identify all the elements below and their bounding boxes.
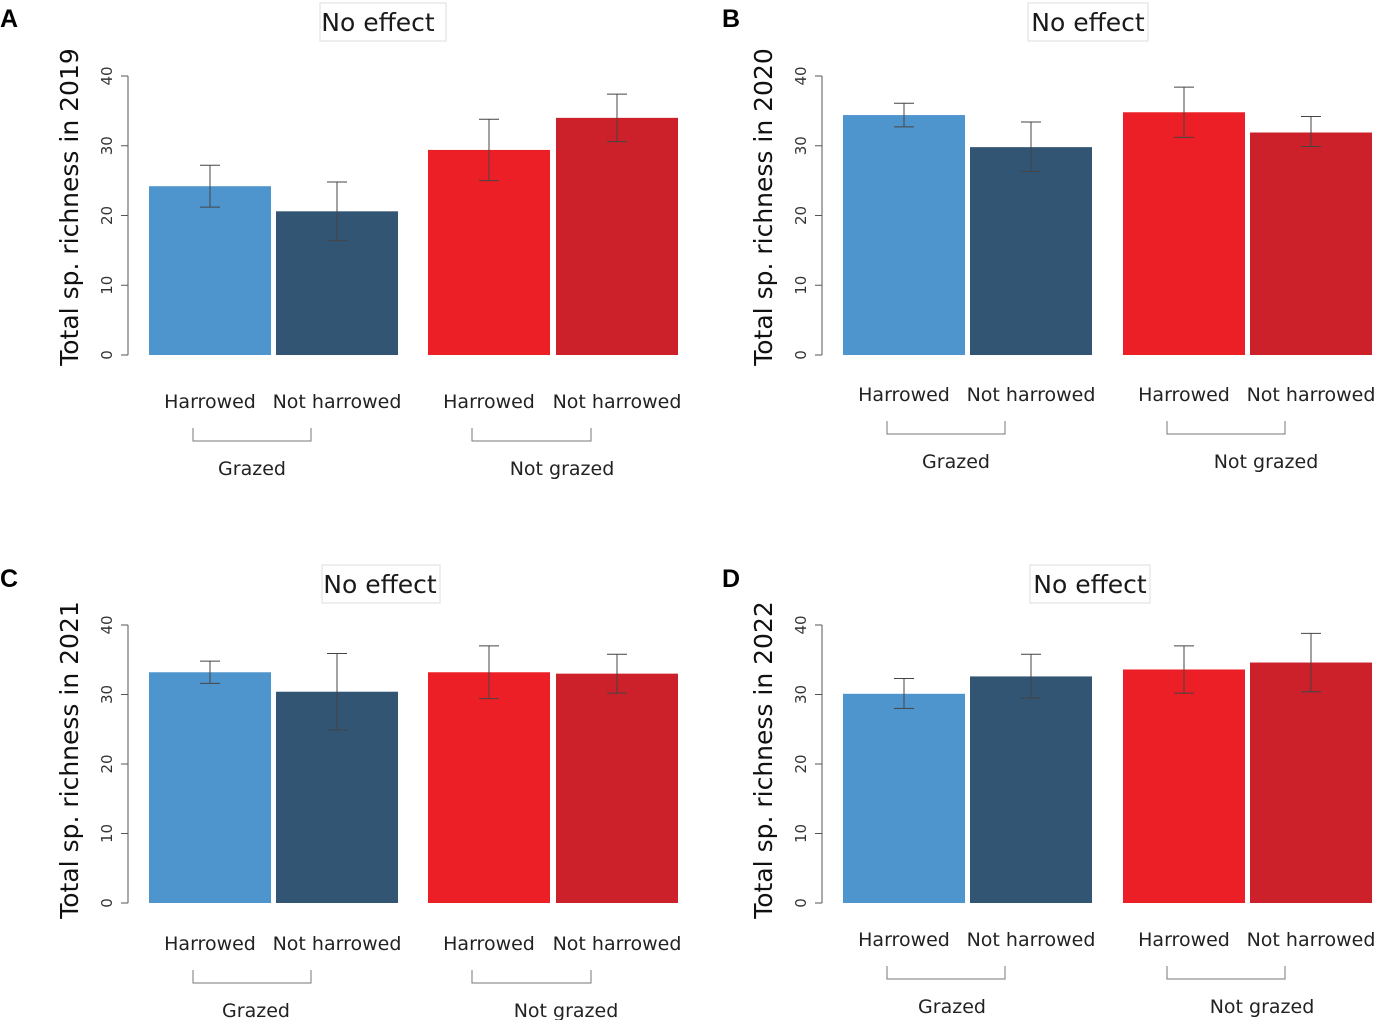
y-tick-label: 10 xyxy=(98,276,116,295)
x-tick-label: Not harrowed xyxy=(553,933,682,955)
y-axis-label: Total sp. richness in 2021 xyxy=(55,601,84,920)
y-tick-label: 20 xyxy=(792,206,810,225)
bar xyxy=(149,186,271,355)
y-tick-label: 0 xyxy=(98,350,116,360)
bar xyxy=(1123,112,1245,356)
group-bracket xyxy=(471,428,592,442)
group-label: Not grazed xyxy=(514,1000,619,1020)
y-tick-label: 30 xyxy=(792,685,810,704)
panel-b: B No effect Total sp. richness in 2020 0 10 2… xyxy=(722,2,1376,473)
group-bracket xyxy=(192,428,312,442)
group-bracket xyxy=(1166,966,1286,980)
panel-letter: C xyxy=(0,565,18,593)
x-tick-label: Harrowed xyxy=(443,391,535,413)
bar xyxy=(149,672,271,903)
group-label: Grazed xyxy=(222,1000,290,1020)
y-axis-label: Total sp. richness in 2022 xyxy=(749,601,778,920)
y-tick-label: 40 xyxy=(98,66,116,85)
x-tick-label: Harrowed xyxy=(164,933,256,955)
chart-title: No effect xyxy=(323,570,437,599)
bar xyxy=(843,115,965,355)
y-tick-label: 30 xyxy=(98,685,116,704)
status-box xyxy=(319,2,447,42)
x-tick-label: Harrowed xyxy=(164,391,256,413)
x-tick-label: Not harrowed xyxy=(273,391,402,413)
y-tick-label: 30 xyxy=(98,136,116,155)
bar xyxy=(1123,669,1245,903)
panel-letter: A xyxy=(0,5,18,33)
x-tick-label: Harrowed xyxy=(443,933,535,955)
group-bracket xyxy=(192,970,312,984)
bar xyxy=(843,693,965,903)
y-tick-label: 40 xyxy=(792,615,810,634)
group-bracket xyxy=(886,421,1006,435)
x-tick-label: Not harrowed xyxy=(967,384,1096,406)
x-tick-label: Not harrowed xyxy=(967,929,1096,951)
panel-letter: B xyxy=(722,5,740,33)
y-tick-label: 0 xyxy=(792,898,810,908)
bar xyxy=(1250,662,1372,903)
panel-letter: D xyxy=(722,565,740,593)
y-tick-label: 40 xyxy=(792,66,810,85)
group-bracket xyxy=(886,966,1006,980)
bar xyxy=(970,147,1092,355)
group-label: Not grazed xyxy=(1210,996,1315,1018)
bar xyxy=(1250,132,1372,355)
x-tick-label: Not harrowed xyxy=(1247,384,1376,406)
x-tick-label: Harrowed xyxy=(858,929,950,951)
y-tick-label: 10 xyxy=(98,824,116,843)
y-tick-label: 40 xyxy=(98,615,116,634)
y-tick-label: 20 xyxy=(98,206,116,225)
y-axis-label: Total sp. richness in 2019 xyxy=(55,48,84,367)
panel-c: C No effect Total sp. richness in 2021 0 10 2… xyxy=(0,564,682,1020)
y-tick-label: 10 xyxy=(792,824,810,843)
y-tick-label: 0 xyxy=(98,898,116,908)
status-box xyxy=(1029,564,1151,604)
y-tick-label: 30 xyxy=(792,136,810,155)
bar xyxy=(428,149,550,355)
bar xyxy=(428,672,550,903)
group-label: Grazed xyxy=(918,996,986,1018)
group-label: Not grazed xyxy=(1214,451,1319,473)
chart-title: No effect xyxy=(1033,570,1147,599)
group-label: Not grazed xyxy=(510,458,615,480)
status-box xyxy=(1027,2,1149,42)
group-label: Grazed xyxy=(218,458,286,480)
group-label: Grazed xyxy=(922,451,990,473)
x-tick-label: Not harrowed xyxy=(553,391,682,413)
bar xyxy=(556,117,678,355)
bar xyxy=(556,673,678,903)
y-tick-label: 20 xyxy=(792,754,810,773)
x-tick-label: Harrowed xyxy=(858,384,950,406)
group-bracket xyxy=(471,970,592,984)
chart-title: No effect xyxy=(321,8,435,37)
bar xyxy=(970,676,1092,903)
group-bracket xyxy=(1166,421,1286,435)
panel-a: A No effect Total sp. richness in 2019 0 10 2… xyxy=(0,2,682,480)
status-box xyxy=(321,564,441,604)
x-tick-label: Harrowed xyxy=(1138,929,1230,951)
x-tick-label: Not harrowed xyxy=(273,933,402,955)
x-tick-label: Harrowed xyxy=(1138,384,1230,406)
x-tick-label: Not harrowed xyxy=(1247,929,1376,951)
chart-title: No effect xyxy=(1031,8,1145,37)
panel-d: D No effect Total sp. richness in 2022 0 10 2… xyxy=(722,564,1376,1018)
y-tick-label: 0 xyxy=(792,350,810,360)
y-tick-label: 20 xyxy=(98,754,116,773)
y-tick-label: 10 xyxy=(792,276,810,295)
y-axis-label: Total sp. richness in 2020 xyxy=(749,48,778,367)
